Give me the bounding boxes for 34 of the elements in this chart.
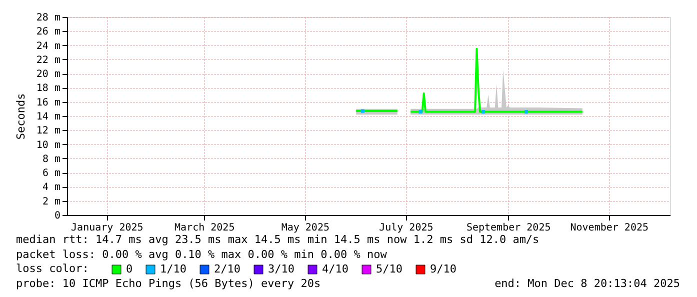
y-tick-label: 14 m [36, 112, 60, 122]
x-tick-label: January 2025 [71, 222, 144, 234]
legend-label: 9/10 [430, 262, 456, 276]
legend-label: 4/10 [322, 262, 348, 276]
legend-label: 1/10 [160, 262, 186, 276]
y-tick-label: 22 m [36, 54, 60, 66]
y-tick-label: 6 m [42, 168, 60, 180]
y-tick-label: 16 m [36, 97, 60, 108]
y-tick-label: 12 m [36, 126, 60, 137]
x-tick-label: May 2025 [281, 222, 330, 234]
y-tick-label: 10 m [36, 140, 60, 151]
legend-label: 0 [126, 262, 133, 276]
legend-title: loss color: [16, 262, 89, 275]
legend-label: 5/10 [376, 262, 402, 276]
y-tick-label: 4 m [42, 182, 60, 194]
text: median rtt: 14.7 ms avg 23.5 ms max 14.5 ms min 14.5 ms now 1.2 ms sd 12.0 am/s [16, 233, 540, 246]
y-tick-label: 28 m [36, 12, 60, 24]
y-tick-label: 0 [54, 210, 60, 222]
y-tick-label: 2 m [42, 196, 60, 208]
y-axis-title: Seconds [14, 93, 28, 140]
legend-label: 3/10 [268, 262, 294, 276]
y-tick-label: 24 m [36, 40, 60, 52]
x-tick-label: November 2025 [570, 222, 649, 234]
text: end: Mon Dec 8 20:13:04 2025 [494, 277, 680, 290]
y-tick-label: 20 m [36, 69, 60, 80]
x-tick-label: July 2025 [379, 222, 434, 234]
text: packet loss: 0.00 % avg 0.10 % max 0.00 % min 0.00 % now [16, 248, 388, 261]
x-tick-label: March 2025 [174, 222, 235, 234]
legend-label: 2/10 [214, 262, 240, 276]
text: probe: 10 ICMP Echo Pings (56 Bytes) every 20s [16, 277, 321, 290]
y-tick-label: 26 m [36, 26, 60, 38]
y-tick-label: 8 m [42, 154, 60, 165]
x-tick-label: September 2025 [466, 222, 551, 234]
y-tick-label: 18 m [36, 83, 60, 94]
